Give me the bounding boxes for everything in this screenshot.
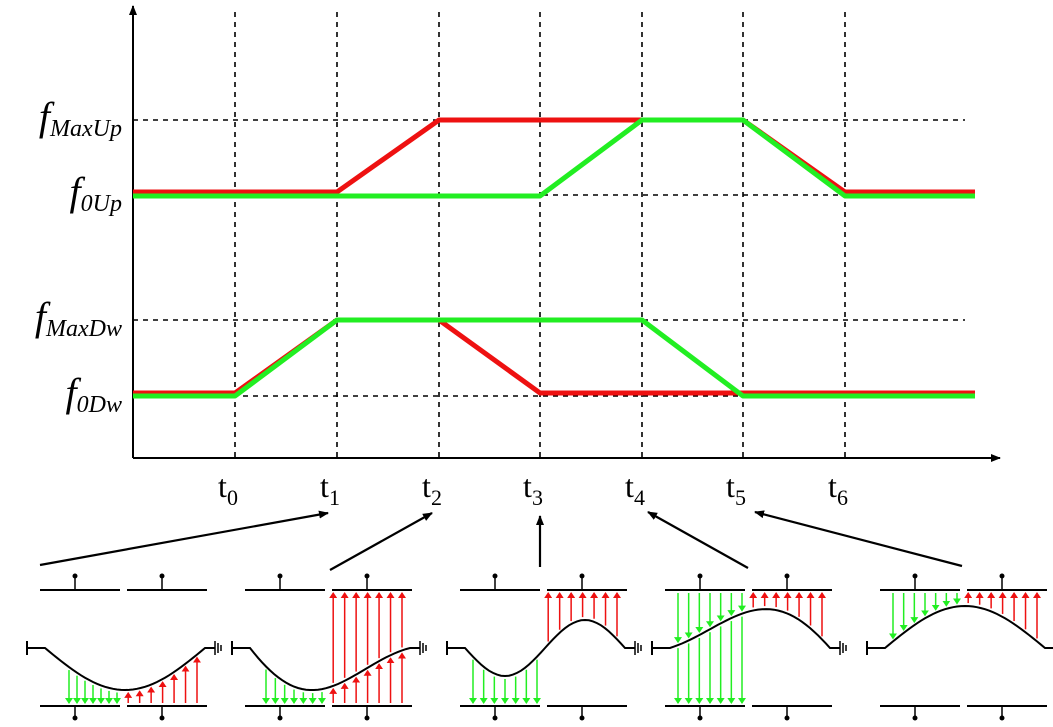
panel [232,574,426,721]
electrode-pin-head [785,716,790,721]
y-level-label-sub: MaxUp [49,116,122,142]
electrode-pin-head [365,574,370,579]
beam [447,620,635,676]
electrode-pin-head [278,716,283,721]
beam [27,648,215,690]
x-tick-label-base: t [726,468,735,504]
electrode-pin-head [73,574,78,579]
electrode-pin-head [698,716,703,721]
x-tick-label-base: t [523,468,532,504]
panel [447,574,641,721]
x-tick-label-sub: 0 [227,485,238,510]
y-level-label-sub: MaxDw [45,316,122,342]
electrode-pin-head [73,716,78,721]
x-tick-label-sub: 3 [532,485,543,510]
panel [652,574,846,721]
beam [652,609,840,648]
electrode-pin-head [785,574,790,579]
pointer-arrow [40,513,328,565]
y-level-label-sub: 0Up [81,191,122,217]
x-tick-label-base: t [625,468,634,504]
x-tick-label-base: t [422,468,431,504]
y-level-label-sub: 0Dw [77,392,122,418]
x-tick-label: t5 [726,468,746,510]
electrode-pin-head [278,574,283,579]
green-dw-trace [133,320,975,396]
red-up-trace [133,120,975,192]
x-tick-label: t1 [320,468,340,510]
red-dw-trace [133,320,975,393]
x-tick-label: t4 [625,468,645,510]
x-tick-label-sub: 1 [329,485,340,510]
x-tick-label-sub: 4 [634,485,645,510]
panel [27,574,221,721]
pointer-arrow [648,512,748,568]
green-up-trace [133,120,975,196]
x-tick-label-sub: 6 [837,485,848,510]
x-tick-label-sub: 2 [431,485,442,510]
electrode-pin-head [913,574,918,579]
pointer-arrow [330,513,432,570]
y-level-label: fMaxDw [35,294,122,342]
x-tick-label-base: t [828,468,837,504]
panel [867,574,1053,721]
y-level-label: f0Dw [66,370,122,418]
pointer-arrow [755,512,962,566]
electrode-pin-head [1000,574,1005,579]
x-tick-label-base: t [320,468,329,504]
beam [232,648,420,690]
traces [133,120,975,396]
electrode-pin-head [493,574,498,579]
diagram: fMaxUpf0UpfMaxDwf0Dwt0t1t2t3t4t5t6 [0,0,1053,727]
electrode-pin-head [493,716,498,721]
x-tick-label-sub: 5 [735,485,746,510]
panels [27,574,1053,721]
x-tick-label: t0 [218,468,238,510]
electrode-pin-head [365,716,370,721]
electrode-pin-head [1000,716,1005,721]
electrode-pin-head [698,574,703,579]
electrode-pin-head [913,716,918,721]
y-level-label: f0Up [70,169,122,217]
x-tick-label: t6 [828,468,848,510]
x-tick-label-base: t [218,468,227,504]
electrode-pin-head [160,716,165,721]
x-tick-label: t3 [523,468,543,510]
x-tick-label: t2 [422,468,442,510]
electrode-pin-head [160,574,165,579]
pointer-arrows [40,512,962,570]
electrode-pin-head [580,574,585,579]
electrode-pin-head [580,716,585,721]
y-level-label: fMaxUp [39,94,122,142]
